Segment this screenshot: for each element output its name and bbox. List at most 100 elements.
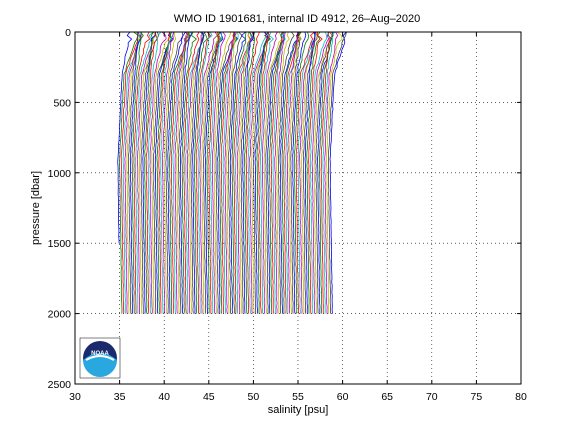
salinity-profile [133,31,151,314]
y-tick-label: 1500 [48,238,72,250]
x-tick-label: 50 [248,391,260,403]
salinity-profile [215,31,235,314]
salinity-profile [279,31,299,314]
salinity-profile [211,31,226,314]
salinity-profile [234,31,253,314]
salinity-profile [217,31,239,314]
salinity-profile [204,31,224,314]
salinity-profile [154,31,174,314]
salinity-profile [265,31,286,314]
salinity-profile [136,31,157,314]
salinity-profile [165,31,184,314]
salinity-profile [286,31,300,314]
salinity-profile [142,31,156,314]
salinity-profile [135,31,154,314]
salinity-profile [283,31,302,314]
salinity-profile [176,31,191,314]
y-tick-label: 2500 [48,379,72,391]
salinity-profile [316,31,334,314]
x-tick-label: 70 [426,391,438,403]
salinity-profile [152,31,172,314]
y-tick-label: 0 [65,27,71,39]
salinity-profile [140,31,160,314]
y-ticks: 0 500 1000 1500 2000 2500 [48,27,521,391]
salinity-profile [138,31,157,314]
salinity-profile [197,31,213,314]
salinity-profile [318,31,334,314]
salinity-profile [151,31,170,314]
salinity-profile [131,31,144,314]
salinity-profile [202,31,222,314]
x-tick-label: 75 [471,391,483,403]
x-tick-label: 30 [69,391,81,403]
salinity-profile [236,31,254,314]
x-tick-label: 55 [292,391,304,403]
salinity-profile [302,31,316,314]
salinity-profile [185,31,204,314]
salinity-profile [284,31,302,314]
salinity-profile [243,31,256,314]
salinity-profile [218,31,238,314]
y-axis-title: pressure [dbar] [30,171,42,245]
salinity-profile [324,31,339,314]
x-axis-title: salinity [psu] [268,404,329,416]
salinity-profile [224,31,236,314]
salinity-profile [293,31,309,314]
x-tick-label: 80 [515,391,527,403]
salinity-profile [127,31,139,314]
salinity-profile [177,31,190,314]
salinity-profile [308,31,323,314]
x-tick-label: 65 [381,391,393,403]
salinity-profile [144,31,154,314]
salinity-profile [251,32,268,314]
chart-title: WMO ID 1901681, internal ID 4912, 26–Aug… [174,13,420,25]
salinity-profile [290,31,302,314]
salinity-profile [186,31,206,314]
salinity-profile [220,31,236,314]
salinity-profile [301,31,318,314]
salinity-profile [183,31,200,314]
x-tick-label: 40 [158,391,170,403]
salinity-profile [122,31,140,314]
salinity-profile [129,31,142,314]
salinity-profile [161,31,175,314]
salinity-profile [267,31,286,314]
salinity-profile [124,31,140,314]
salinity-profile [322,31,336,314]
salinity-profile [245,31,260,314]
salinity-profile [309,31,327,314]
plot-area: 30 35 40 45 50 55 60 65 70 75 80 0 500 1000 1500 2000 2… [48,27,527,403]
x-tick-label: 60 [337,391,349,403]
salinity-profile [192,31,205,314]
salinity-profile [170,31,191,314]
salinity-profile [158,31,171,314]
salinity-profile [163,31,177,314]
salinity-profile [206,31,222,314]
y-tick-label: 500 [53,97,71,109]
salinity-profile [242,31,254,314]
salinity-profile [199,31,218,314]
salinity-profile [174,31,189,314]
salinity-profile [117,31,133,244]
salinity-profile [120,31,141,314]
salinity-profile [315,31,332,314]
x-tick-label: 35 [114,391,126,403]
salinity-profile [261,31,278,314]
salinity-profile [252,31,272,314]
salinity-profile [231,31,247,314]
x-ticks: 30 35 40 45 50 55 60 65 70 75 80 [69,32,527,403]
salinity-profile [263,31,283,314]
salinity-profile [329,31,347,314]
salinity-profile [145,31,158,314]
salinity-profile [195,31,212,314]
salinity-profile [210,31,223,314]
salinity-profile [172,31,192,314]
salinity-profile [299,31,318,314]
salinity-profile [238,31,251,314]
salinity-profile [274,31,286,314]
grid [75,32,521,384]
x-tick-label: 45 [203,391,215,403]
salinity-profile [327,31,347,314]
salinity-profile [201,31,219,314]
